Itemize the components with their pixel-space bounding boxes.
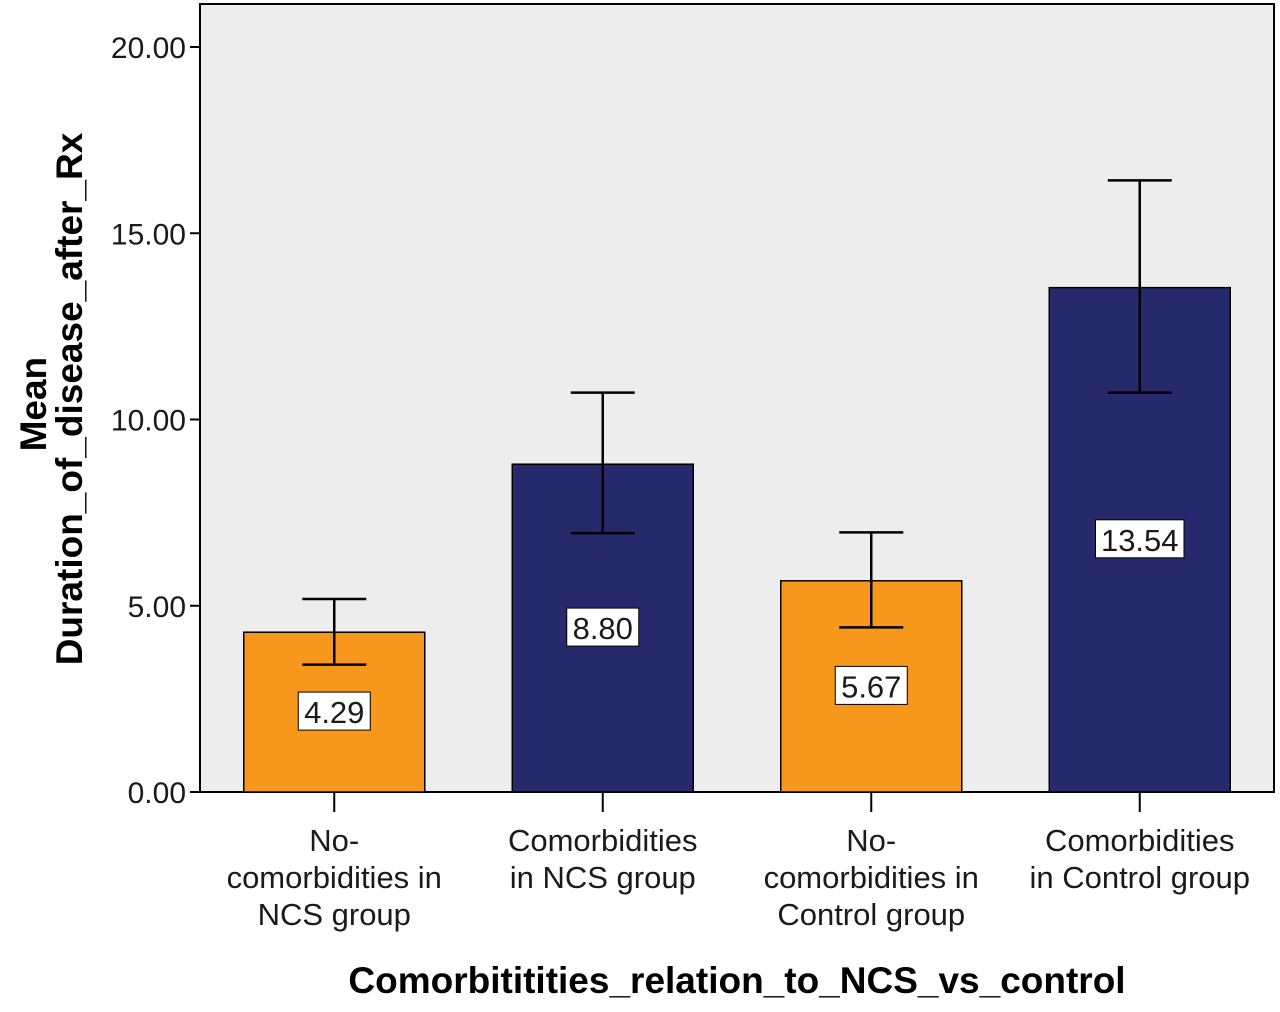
data-label: 4.29 [304, 695, 364, 730]
y-tick-label: 0.00 [128, 777, 186, 810]
y-tick-label: 5.00 [128, 591, 186, 624]
data-label-box [566, 607, 640, 647]
x-tick-label-line: No- [846, 823, 896, 858]
data-label-box [297, 691, 371, 731]
x-tick-label-line: in NCS group [510, 860, 696, 895]
x-tick-label-line: Control group [777, 897, 965, 932]
data-label: 8.80 [573, 611, 633, 646]
bars [243, 286, 1231, 793]
x-tick-label-line: in Control group [1029, 860, 1250, 895]
data-label-box [1095, 519, 1185, 559]
x-tick-label-line: NCS group [258, 897, 411, 932]
x-tick-label: No-comorbidities in Control group [764, 823, 979, 932]
x-tick-label-line: No- [309, 823, 359, 858]
x-tick-label-line: comorbidities in [764, 860, 979, 895]
y-axis-title-line-2: Duration_of_disease_after_Rx [49, 132, 90, 665]
x-tick-label: Comorbidities in Control group [1029, 823, 1250, 895]
x-tick-label-line: Comorbidities [1045, 823, 1235, 858]
data-label: 13.54 [1101, 523, 1179, 558]
x-axis: No-comorbidities in NCS groupComorbiditie… [227, 792, 1250, 932]
x-tick-label: No-comorbidities in NCS group [227, 823, 442, 932]
y-tick-label: 15.00 [111, 218, 186, 251]
y-axis-title-line-1: Mean [13, 357, 54, 452]
y-tick-label: 10.00 [111, 405, 186, 438]
y-axis: 0.00 5.00 10.00 15.00 20.00 [111, 32, 200, 810]
data-label-box [834, 665, 908, 705]
data-label: 5.67 [841, 669, 901, 704]
x-tick-label-line: comorbidities in [227, 860, 442, 895]
x-tick-label: Comorbidities in NCS group [508, 823, 698, 895]
data-labels: 4.29 8.80 5.67 13.54 [297, 519, 1185, 731]
y-tick-label: 20.00 [111, 32, 186, 65]
x-tick-label-line: Comorbidities [508, 823, 698, 858]
x-axis-title: Comorbititities_relation_to_NCS_vs_contr… [348, 960, 1125, 1001]
y-axis-title: Mean Duration_of_disease_after_Rx [13, 132, 90, 665]
error-bars [302, 179, 1172, 666]
